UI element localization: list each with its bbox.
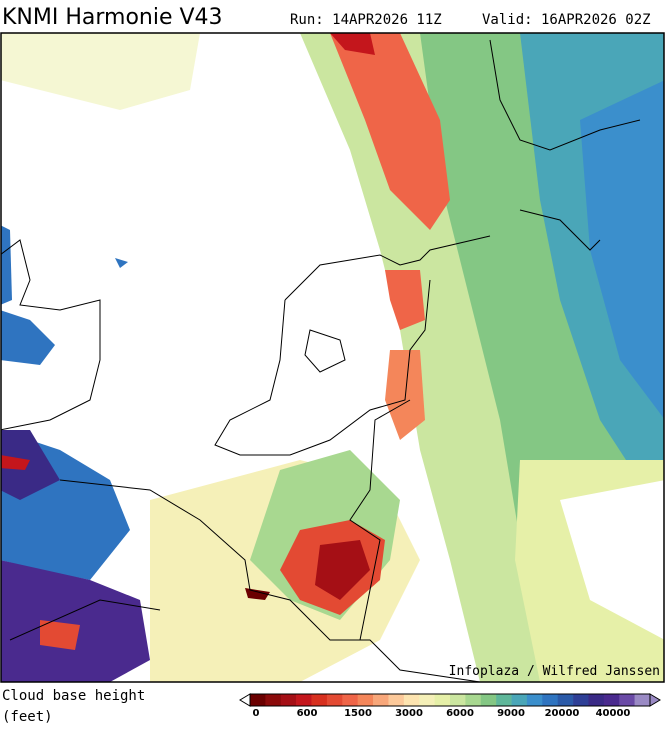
colorbar-swatch	[573, 694, 589, 706]
colorbar-swatch	[419, 694, 435, 706]
run-time: Run: 14APR2026 11Z	[290, 12, 442, 28]
colorbar-swatch	[311, 694, 328, 706]
colorbar-tick-label: 40000	[596, 708, 631, 719]
colorbar-swatch	[296, 694, 312, 706]
colorbar-swatch	[357, 694, 374, 706]
legend-label: (feet)	[2, 709, 53, 725]
title: KNMI Harmonie V43	[2, 5, 223, 30]
colorbar-swatch	[557, 694, 574, 706]
colorbar-swatch	[542, 694, 558, 706]
colorbar-swatch	[496, 694, 512, 706]
colorbar-swatch	[280, 694, 297, 706]
colorbar-swatch	[634, 694, 651, 706]
colorbar-swatch	[480, 694, 497, 706]
valid-time: Valid: 16APR2026 02Z	[482, 12, 651, 28]
colorbar-swatch	[342, 694, 358, 706]
colorbar-swatch	[250, 694, 266, 706]
map-frame	[0, 32, 665, 683]
colorbar-swatch	[265, 694, 282, 706]
colorbar-swatch	[526, 694, 543, 706]
colorbar-swatch	[603, 694, 620, 706]
colorbar-tick-label: 1500	[344, 708, 372, 719]
map: Infoplaza / Wilfred Janssen	[0, 32, 665, 683]
colorbar-tick-label: 3000	[395, 708, 423, 719]
colorbar: 0 600 1500 3000 6000 9000 20000 40000	[239, 693, 661, 719]
colorbar-swatch	[326, 694, 343, 706]
colorbar-tick-label: 0	[253, 708, 260, 719]
legend: Cloud base height (feet) 0 600 1500 3000 600…	[2, 688, 661, 725]
colorbar-tick-label: 9000	[497, 708, 525, 719]
colorbar-swatch	[388, 694, 405, 706]
colorbar-swatch	[373, 694, 389, 706]
colorbar-swatch	[403, 694, 420, 706]
colorbar-swatch	[588, 694, 605, 706]
colorbar-frame	[249, 693, 651, 707]
colorbar-swatch	[434, 694, 451, 706]
colorbar-tick-label: 20000	[545, 708, 580, 719]
colorbar-tick-label: 6000	[446, 708, 474, 719]
colorbar-swatch	[465, 694, 482, 706]
colorbar-swatch	[511, 694, 528, 706]
credit: Infoplaza / Wilfred Janssen	[449, 664, 660, 679]
colorbar-tick-label: 600	[297, 708, 318, 719]
legend-label: Cloud base height	[2, 688, 145, 704]
colorbar-swatch	[619, 694, 635, 706]
colorbar-swatch	[450, 694, 466, 706]
